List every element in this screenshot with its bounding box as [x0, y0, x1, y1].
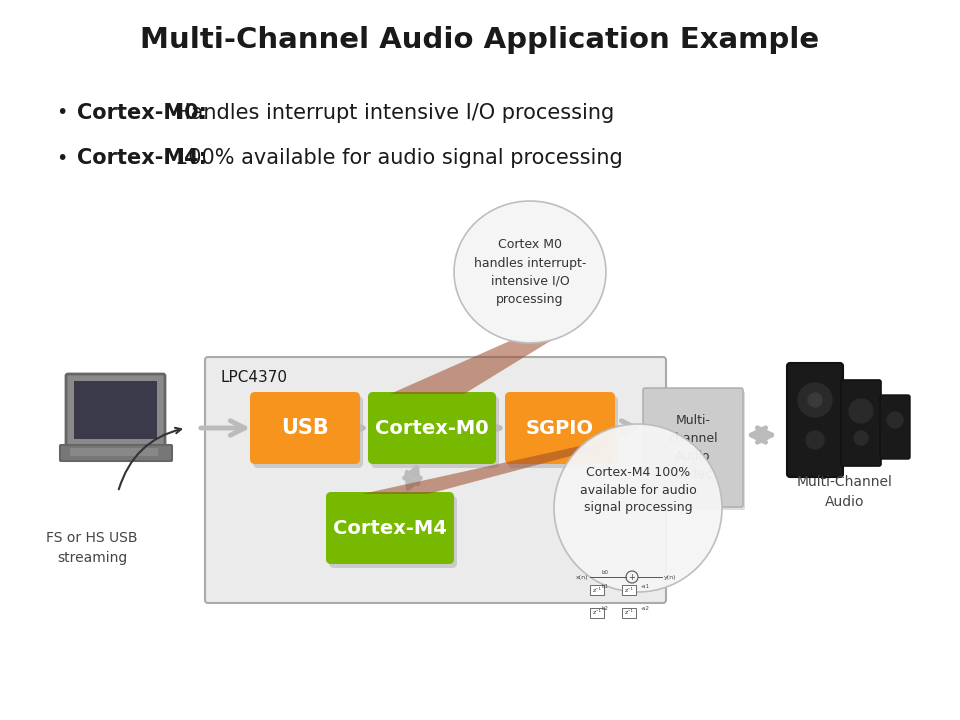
- Text: z⁻¹: z⁻¹: [592, 588, 602, 593]
- FancyBboxPatch shape: [643, 388, 743, 507]
- Text: Handles interrupt intensive I/O processing: Handles interrupt intensive I/O processi…: [175, 103, 614, 123]
- Circle shape: [887, 412, 903, 428]
- Text: Multi-Channel Audio Application Example: Multi-Channel Audio Application Example: [140, 26, 820, 54]
- FancyBboxPatch shape: [880, 395, 910, 459]
- Text: SGPIO: SGPIO: [526, 418, 594, 438]
- Text: Cortex-M0: Cortex-M0: [375, 418, 489, 438]
- Text: z⁻¹: z⁻¹: [592, 611, 602, 616]
- FancyBboxPatch shape: [590, 585, 604, 595]
- Text: -a1: -a1: [640, 583, 650, 588]
- Text: b2: b2: [602, 606, 609, 611]
- Circle shape: [806, 431, 824, 449]
- FancyBboxPatch shape: [70, 448, 158, 456]
- Text: Multi-Channel
Audio: Multi-Channel Audio: [797, 475, 893, 509]
- Text: FS or HS USB
streaming: FS or HS USB streaming: [46, 531, 137, 564]
- Text: Multi-
channel
Audio
Codec: Multi- channel Audio Codec: [668, 414, 718, 481]
- FancyBboxPatch shape: [253, 396, 363, 468]
- Text: x(n): x(n): [576, 575, 588, 580]
- Circle shape: [849, 399, 873, 423]
- FancyBboxPatch shape: [622, 585, 636, 595]
- FancyBboxPatch shape: [787, 363, 843, 477]
- Polygon shape: [390, 340, 552, 394]
- FancyBboxPatch shape: [368, 392, 496, 464]
- Text: z⁻¹: z⁻¹: [625, 588, 634, 593]
- Ellipse shape: [454, 201, 606, 343]
- Text: b0: b0: [602, 570, 609, 575]
- FancyBboxPatch shape: [250, 392, 360, 464]
- Text: +: +: [629, 572, 636, 582]
- Text: b1: b1: [602, 583, 609, 588]
- FancyBboxPatch shape: [205, 357, 666, 603]
- FancyBboxPatch shape: [505, 392, 615, 464]
- Text: 100% available for audio signal processing: 100% available for audio signal processi…: [175, 148, 623, 168]
- Text: Cortex-M0:: Cortex-M0:: [77, 103, 214, 123]
- FancyBboxPatch shape: [645, 391, 745, 510]
- FancyBboxPatch shape: [60, 445, 172, 461]
- Text: Cortex-M4:: Cortex-M4:: [77, 148, 214, 168]
- Text: •: •: [57, 148, 68, 168]
- FancyBboxPatch shape: [66, 374, 165, 446]
- Circle shape: [854, 431, 868, 445]
- Text: y(n): y(n): [663, 575, 676, 580]
- Text: USB: USB: [281, 418, 329, 438]
- Text: z⁻¹: z⁻¹: [625, 611, 634, 616]
- Circle shape: [808, 393, 822, 407]
- FancyBboxPatch shape: [590, 608, 604, 618]
- Text: Cortex M0
handles interrupt-
intensive I/O
processing: Cortex M0 handles interrupt- intensive I…: [474, 238, 587, 305]
- Circle shape: [798, 383, 832, 417]
- Text: Cortex-M4: Cortex-M4: [333, 518, 447, 538]
- FancyBboxPatch shape: [508, 396, 618, 468]
- Text: Cortex-M4 100%
available for audio
signal processing: Cortex-M4 100% available for audio signa…: [580, 466, 696, 515]
- FancyBboxPatch shape: [622, 608, 636, 618]
- FancyBboxPatch shape: [326, 492, 454, 564]
- FancyBboxPatch shape: [74, 381, 157, 439]
- Text: -a2: -a2: [640, 606, 650, 611]
- Polygon shape: [362, 446, 608, 494]
- Text: LPC4370: LPC4370: [220, 371, 287, 385]
- FancyBboxPatch shape: [371, 396, 499, 468]
- FancyBboxPatch shape: [841, 380, 881, 466]
- FancyBboxPatch shape: [329, 496, 457, 568]
- Ellipse shape: [554, 424, 722, 592]
- Text: •: •: [57, 104, 68, 122]
